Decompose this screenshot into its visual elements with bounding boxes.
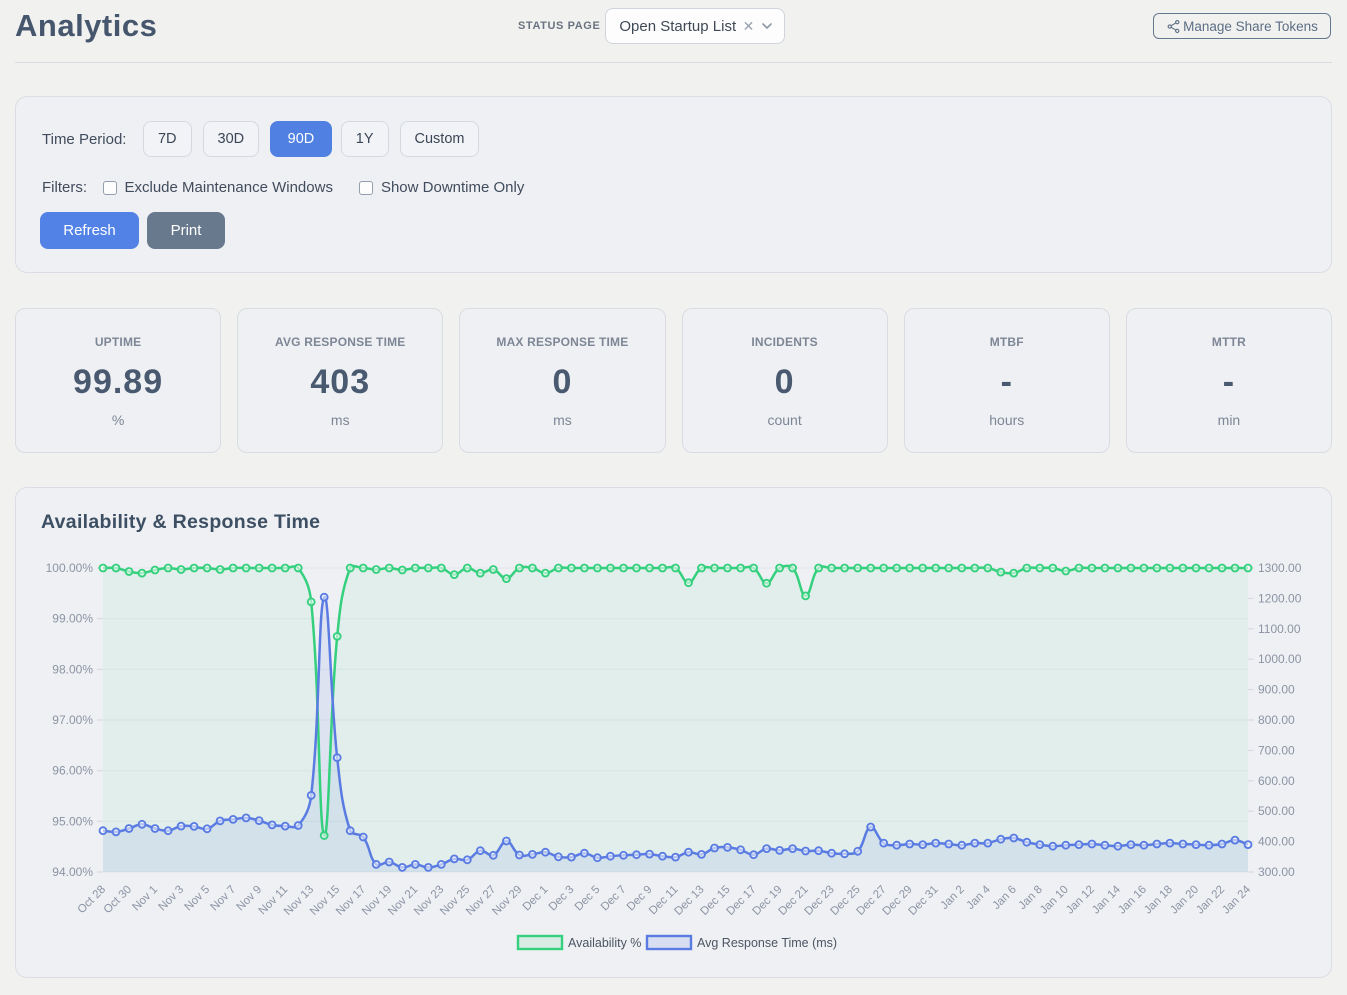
svg-text:1000.00: 1000.00 <box>1258 652 1302 666</box>
svg-text:Dec 31: Dec 31 <box>907 884 941 918</box>
svg-text:Dec 7: Dec 7 <box>599 884 629 914</box>
svg-text:Nov 5: Nov 5 <box>182 884 212 914</box>
svg-text:900.00: 900.00 <box>1258 683 1295 697</box>
svg-text:700.00: 700.00 <box>1258 743 1295 757</box>
svg-text:Jan 10: Jan 10 <box>1038 884 1071 917</box>
svg-text:Jan 6: Jan 6 <box>991 884 1019 912</box>
svg-text:Nov 1: Nov 1 <box>130 884 160 914</box>
svg-text:Dec 5: Dec 5 <box>573 884 603 914</box>
svg-text:800.00: 800.00 <box>1258 713 1295 727</box>
svg-text:300.00: 300.00 <box>1258 865 1295 879</box>
svg-text:1200.00: 1200.00 <box>1258 591 1302 605</box>
svg-text:1300.00: 1300.00 <box>1258 561 1302 575</box>
svg-text:Oct 30: Oct 30 <box>102 884 134 916</box>
svg-text:98.00%: 98.00% <box>52 662 93 676</box>
svg-text:Jan 22: Jan 22 <box>1194 884 1227 917</box>
svg-text:500.00: 500.00 <box>1258 804 1295 818</box>
svg-text:95.00%: 95.00% <box>52 814 93 828</box>
svg-text:97.00%: 97.00% <box>52 713 93 727</box>
svg-text:Jan 2: Jan 2 <box>939 884 967 912</box>
svg-text:Jan 20: Jan 20 <box>1168 884 1201 917</box>
svg-text:94.00%: 94.00% <box>52 865 93 879</box>
svg-text:Jan 16: Jan 16 <box>1116 884 1149 917</box>
svg-text:Jan 12: Jan 12 <box>1064 884 1097 917</box>
svg-text:Dec 1: Dec 1 <box>521 884 551 914</box>
svg-text:400.00: 400.00 <box>1258 835 1295 849</box>
svg-text:99.00%: 99.00% <box>52 612 93 626</box>
svg-text:96.00%: 96.00% <box>52 764 93 778</box>
svg-text:Oct 28: Oct 28 <box>76 884 108 916</box>
svg-text:Jan 24: Jan 24 <box>1220 883 1253 916</box>
svg-text:Nov 3: Nov 3 <box>156 884 186 914</box>
svg-text:Avg Response Time (ms): Avg Response Time (ms) <box>697 936 837 950</box>
svg-text:1100.00: 1100.00 <box>1258 622 1301 636</box>
svg-text:Nov 7: Nov 7 <box>208 884 238 914</box>
svg-text:Dec 3: Dec 3 <box>547 884 577 914</box>
svg-text:Jan 18: Jan 18 <box>1142 884 1175 917</box>
svg-text:100.00%: 100.00% <box>46 561 94 575</box>
svg-text:Jan 4: Jan 4 <box>965 883 994 912</box>
svg-text:Availability %: Availability % <box>568 936 641 950</box>
svg-text:600.00: 600.00 <box>1258 774 1295 788</box>
svg-text:Nov 29: Nov 29 <box>490 884 524 918</box>
